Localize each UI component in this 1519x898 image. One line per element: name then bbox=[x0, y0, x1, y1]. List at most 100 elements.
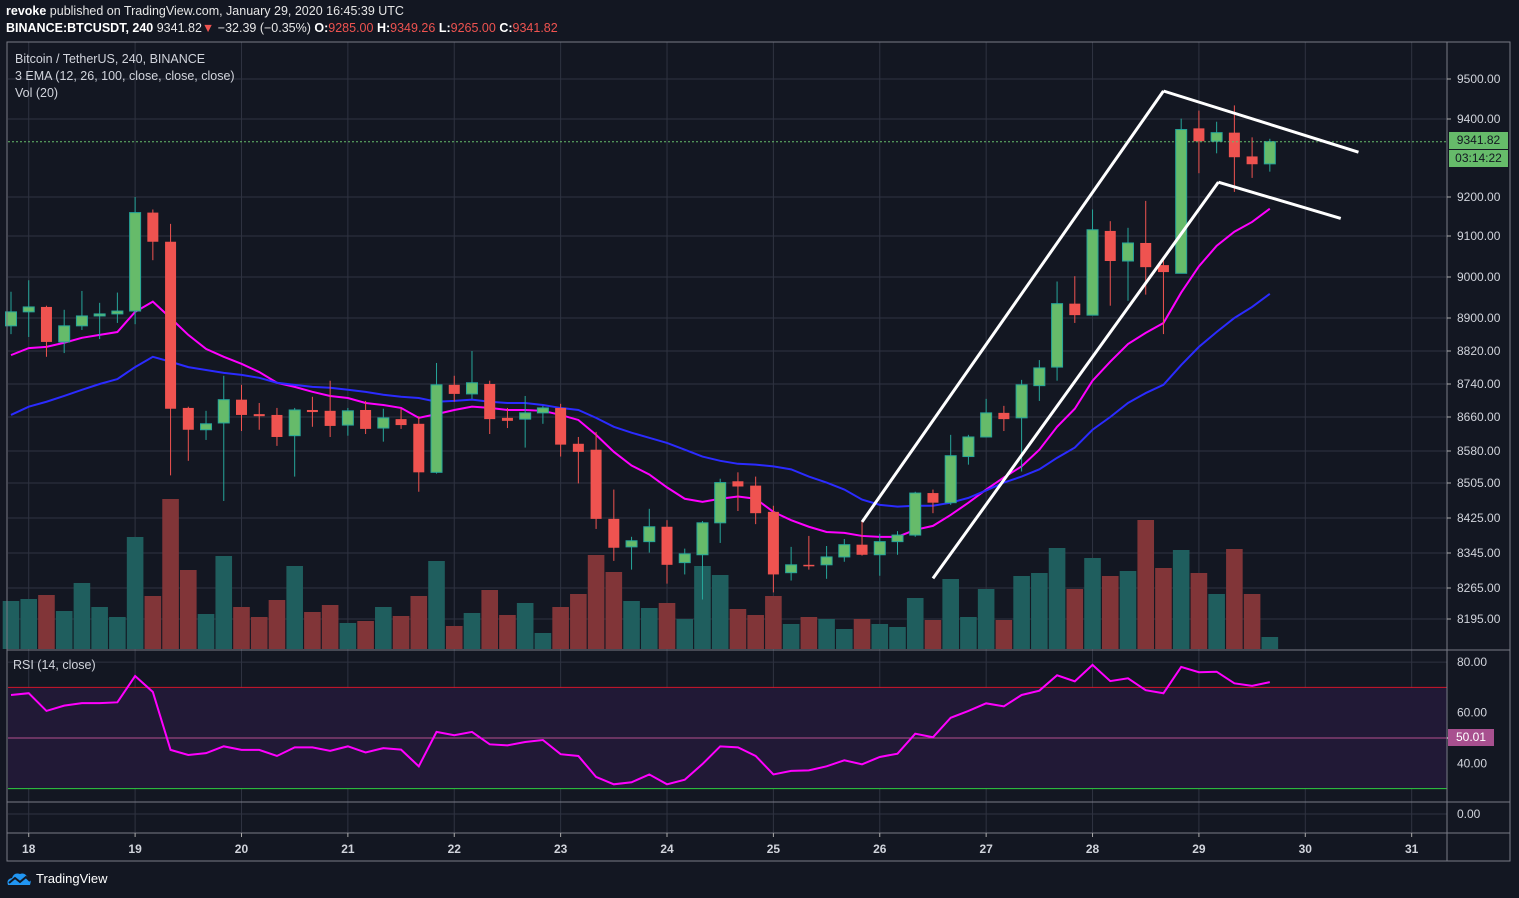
time-axis-label: 23 bbox=[554, 842, 568, 856]
time-axis-label: 25 bbox=[767, 842, 781, 856]
candle bbox=[341, 407, 354, 436]
volume-bar bbox=[676, 619, 694, 649]
volume-bar bbox=[1261, 637, 1279, 649]
candle-body bbox=[1086, 229, 1099, 316]
time-axis-label: 21 bbox=[341, 842, 355, 856]
volume-bar bbox=[1066, 589, 1084, 649]
candle-body bbox=[253, 414, 265, 417]
candle-body bbox=[465, 382, 478, 395]
volume-bar bbox=[357, 621, 374, 649]
candle-body bbox=[643, 526, 656, 543]
candle bbox=[572, 436, 584, 484]
low-value: 9265.00 bbox=[450, 21, 496, 35]
trendline bbox=[860, 90, 1165, 523]
candle-body bbox=[341, 410, 354, 426]
candle bbox=[643, 508, 656, 553]
outer-frame bbox=[6, 41, 1511, 862]
publish-info: revoke published on TradingView.com, Jan… bbox=[6, 4, 404, 18]
publish-text: published on TradingView.com, January 29… bbox=[46, 4, 404, 18]
candle-body bbox=[856, 544, 868, 555]
symbol-info: BINANCE:BTCUSDT, 240 9341.82▼ −32.39 (−0… bbox=[6, 21, 558, 35]
time-axis-label: 20 bbox=[235, 842, 249, 856]
candle-body bbox=[129, 212, 142, 312]
candle bbox=[962, 434, 975, 465]
volume-bar bbox=[126, 537, 144, 649]
volume-bar bbox=[20, 599, 38, 649]
candle-body bbox=[785, 564, 798, 574]
candle bbox=[271, 407, 283, 446]
volume-bar bbox=[1155, 568, 1172, 649]
candle-body bbox=[1263, 141, 1276, 165]
price-axis-label: 9500.00 bbox=[1457, 72, 1501, 86]
candle bbox=[484, 380, 496, 434]
candle-body bbox=[360, 409, 372, 429]
candle-body bbox=[803, 564, 815, 567]
candle bbox=[360, 400, 372, 434]
volume-bar bbox=[445, 626, 463, 649]
candle-body bbox=[873, 541, 886, 556]
candle bbox=[696, 521, 709, 600]
ema-legend[interactable]: 3 EMA (12, 26, 100, close, close, close) bbox=[15, 69, 235, 83]
candle bbox=[448, 375, 460, 402]
time-axis-label: 29 bbox=[1192, 842, 1206, 856]
candle-body bbox=[891, 534, 904, 543]
candle-body bbox=[1210, 132, 1223, 142]
volume-bar bbox=[197, 614, 215, 649]
candle-body bbox=[696, 522, 709, 556]
candle-body bbox=[75, 315, 88, 327]
candle-body bbox=[750, 485, 762, 514]
candle bbox=[1157, 256, 1169, 335]
candle-body bbox=[909, 492, 922, 536]
volume-bar bbox=[605, 572, 623, 649]
candle bbox=[678, 548, 691, 575]
candle bbox=[767, 505, 779, 593]
time-axis-label: 26 bbox=[873, 842, 887, 856]
candle-body bbox=[572, 443, 584, 452]
rsi-axis-label: 60.00 bbox=[1457, 706, 1487, 720]
rsi-legend[interactable]: RSI (14, close) bbox=[13, 658, 96, 672]
candle bbox=[856, 520, 868, 556]
candle-body bbox=[217, 399, 230, 424]
candle-body bbox=[1121, 242, 1134, 262]
volume-bar bbox=[162, 499, 179, 649]
series-legend[interactable]: Bitcoin / TetherUS, 240, BINANCE bbox=[15, 52, 206, 66]
volume-bar bbox=[871, 624, 889, 649]
candle-body bbox=[271, 414, 283, 437]
author[interactable]: revoke bbox=[6, 4, 47, 18]
trendlines[interactable] bbox=[860, 89, 1359, 580]
candle bbox=[40, 305, 52, 357]
volume-bar bbox=[1048, 548, 1066, 649]
price-axis-label: 9000.00 bbox=[1457, 270, 1501, 284]
candle-body bbox=[501, 417, 513, 421]
rsi-axis-label: 40.00 bbox=[1457, 756, 1487, 770]
volume-bar bbox=[481, 590, 499, 649]
last-price-badge: 9341.82 bbox=[1449, 132, 1508, 149]
candle bbox=[182, 406, 194, 461]
price-axis-label: 8580.00 bbox=[1457, 444, 1501, 458]
tradingview-logo[interactable]: TradingView bbox=[6, 870, 108, 886]
candle-body bbox=[93, 313, 106, 317]
volume-bar bbox=[109, 617, 126, 649]
candle bbox=[22, 280, 35, 337]
volume-bar bbox=[144, 596, 162, 649]
open-value: 9285.00 bbox=[328, 21, 374, 35]
volume-bar bbox=[1226, 549, 1243, 649]
ema-26-line bbox=[10, 293, 1271, 508]
candle-body bbox=[1069, 303, 1081, 316]
volume-bar bbox=[552, 607, 569, 649]
volume-bar bbox=[960, 617, 977, 649]
candle bbox=[927, 489, 939, 514]
candle-body bbox=[590, 449, 602, 519]
candle bbox=[519, 395, 532, 448]
candle-body bbox=[165, 241, 177, 409]
candle bbox=[5, 291, 17, 335]
candle bbox=[1104, 221, 1116, 306]
volume-bar bbox=[836, 629, 853, 649]
candle bbox=[75, 290, 88, 330]
candle-body bbox=[448, 384, 460, 394]
volume-bar bbox=[747, 615, 764, 649]
down-arrow-icon: ▼ bbox=[201, 21, 215, 35]
volume-legend[interactable]: Vol (20) bbox=[15, 86, 59, 100]
time-axis-label: 31 bbox=[1405, 842, 1419, 856]
